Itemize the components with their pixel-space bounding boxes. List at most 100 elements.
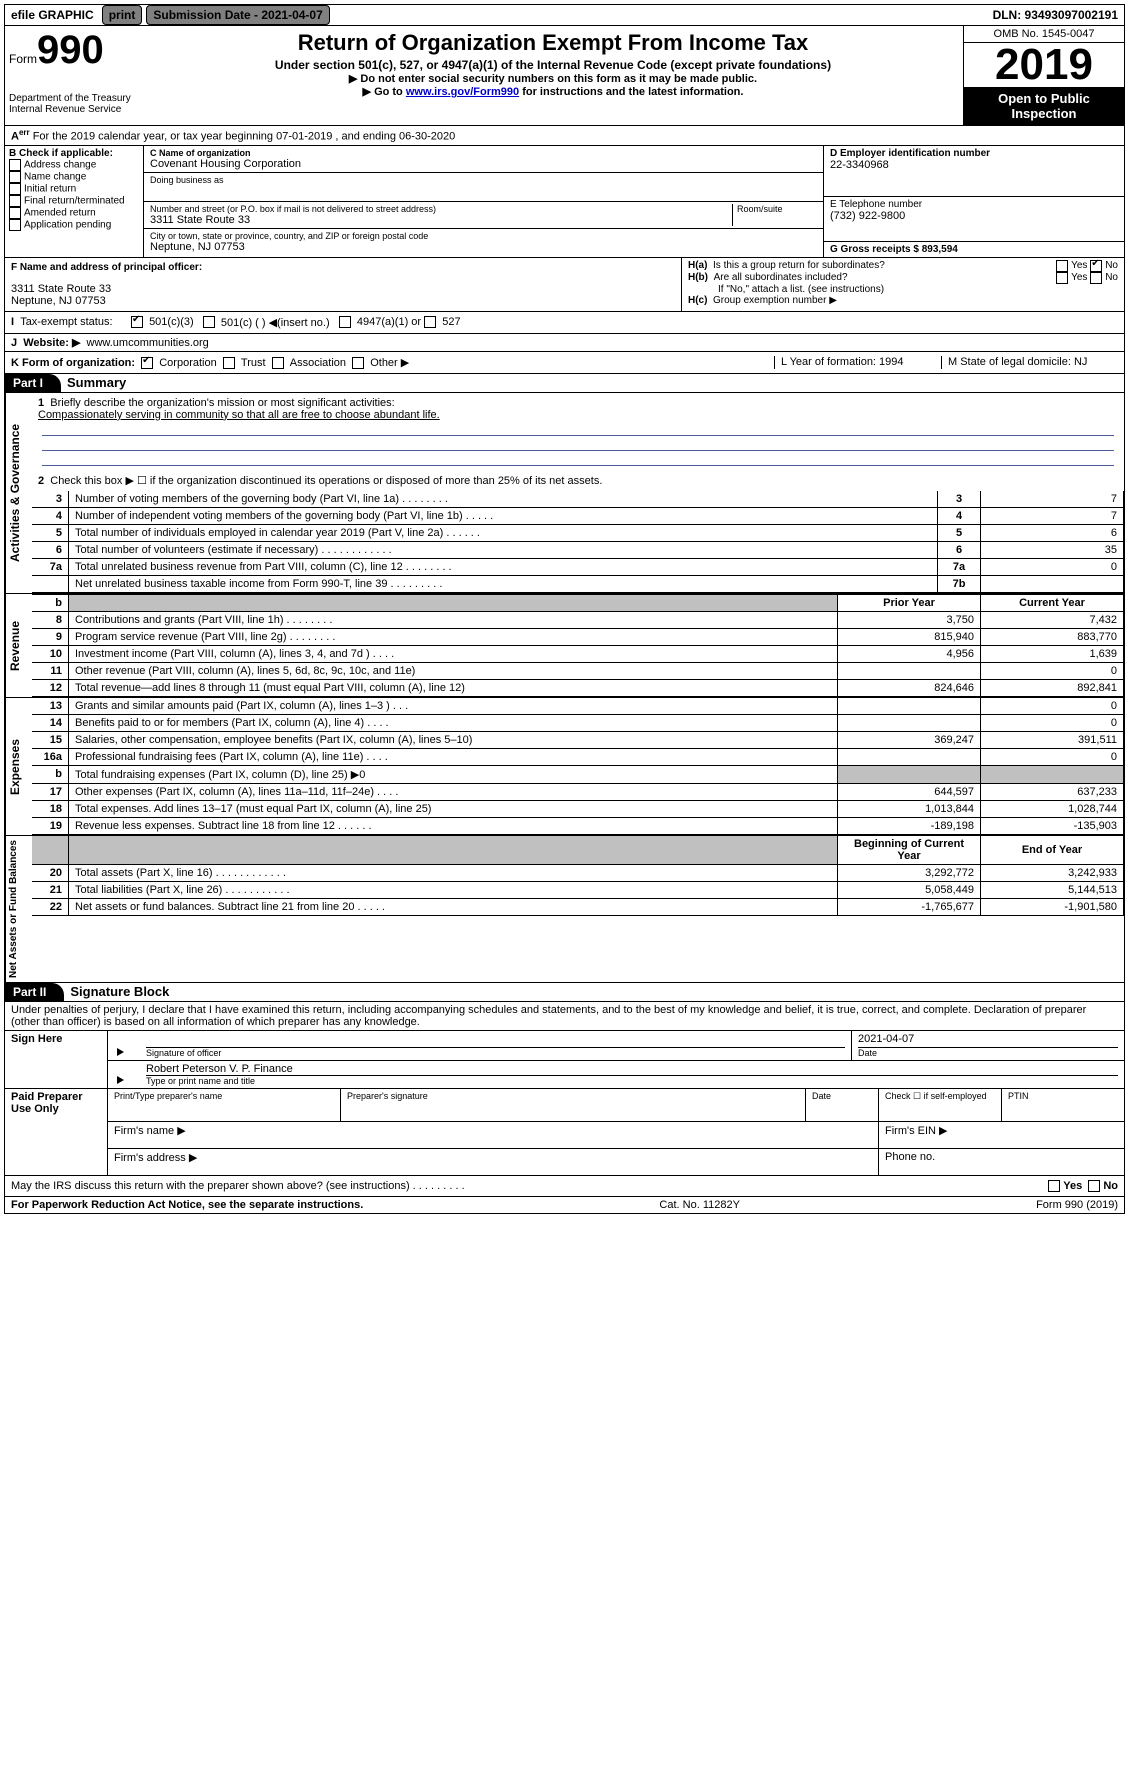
sub3a: ▶ Go to xyxy=(363,86,406,98)
table-row: bTotal fundraising expenses (Part IX, co… xyxy=(32,765,1124,783)
h-a: Is this a group return for subordinates? xyxy=(713,260,1056,271)
net-section: Net Assets or Fund Balances Beginning of… xyxy=(4,836,1125,983)
box-f-label: F Name and address of principal officer: xyxy=(11,262,675,273)
room-label: Room/suite xyxy=(737,204,817,214)
addr: 3311 State Route 33 xyxy=(150,214,732,226)
subtitle2: ▶ Do not enter social security numbers o… xyxy=(147,72,959,85)
line-j: J Website: ▶ www.umcommunities.org xyxy=(4,334,1125,352)
i-label: Tax-exempt status: xyxy=(20,316,112,328)
part1-tag: Part I xyxy=(5,374,61,392)
vert-revenue: Revenue xyxy=(5,594,32,697)
i-o3: 4947(a)(1) or xyxy=(357,316,421,329)
cb-pending: Application pending xyxy=(24,219,111,230)
officer-addr1: 3311 State Route 33 xyxy=(11,283,675,295)
sub3b: for instructions and the latest informat… xyxy=(519,86,743,98)
city: Neptune, NJ 07753 xyxy=(150,241,817,253)
firm-name: Firm's name ▶ xyxy=(108,1121,879,1148)
prep-h3: Date xyxy=(806,1089,879,1122)
foot-r: Form 990 (2019) xyxy=(1036,1199,1118,1211)
gov-table: 3Number of voting members of the governi… xyxy=(32,491,1124,593)
box-g: G Gross receipts $ 893,594 xyxy=(830,244,1118,255)
efile-label: efile GRAPHIC xyxy=(5,6,100,24)
line-a-text: For the 2019 calendar year, or tax year … xyxy=(33,131,456,143)
topbar: efile GRAPHIC print Submission Date - 20… xyxy=(4,4,1125,26)
box-c-label: C Name of organization xyxy=(150,148,817,158)
table-row: 17Other expenses (Part IX, column (A), l… xyxy=(32,783,1124,800)
yes-label: Yes xyxy=(1071,260,1087,271)
line-klm: K Form of organization: Corporation Trus… xyxy=(4,352,1125,374)
no-label: No xyxy=(1105,260,1118,271)
form-title: Return of Organization Exempt From Incom… xyxy=(147,30,959,56)
table-row: 3Number of voting members of the governi… xyxy=(32,491,1124,508)
form-header: Form990 Department of the Treasury Inter… xyxy=(4,26,1125,126)
firm-ein: Firm's EIN ▶ xyxy=(879,1121,1125,1148)
form-number: 990 xyxy=(37,28,104,72)
part2-header: Part II Signature Block xyxy=(4,983,1125,1002)
sign-date: 2021-04-07 xyxy=(858,1033,1118,1048)
org-name: Covenant Housing Corporation xyxy=(150,158,817,170)
h-note: If "No," attach a list. (see instruction… xyxy=(688,284,1118,295)
table-row: 21Total liabilities (Part X, line 26) . … xyxy=(32,881,1124,898)
website: www.umcommunities.org xyxy=(87,337,209,349)
vert-activities: Activities & Governance xyxy=(5,393,32,593)
rev-table: b Prior Year Current Year 8Contributions… xyxy=(32,594,1124,697)
py-head: Prior Year xyxy=(838,594,981,611)
table-row: 12Total revenue—add lines 8 through 11 (… xyxy=(32,679,1124,696)
line2: Check this box ▶ ☐ if the organization d… xyxy=(50,475,602,487)
addr-label: Number and street (or P.O. box if mail i… xyxy=(150,204,732,214)
sign-here: Sign Here xyxy=(5,1031,108,1089)
name-label: Type or print name and title xyxy=(146,1076,1118,1086)
ey-head: End of Year xyxy=(981,836,1124,865)
part1-title: Summary xyxy=(61,375,126,390)
submission-date: Submission Date - 2021-04-07 xyxy=(146,5,329,25)
foot-l: For Paperwork Reduction Act Notice, see … xyxy=(11,1199,363,1211)
line1-label: Briefly describe the organization's miss… xyxy=(50,397,394,409)
table-row: 20Total assets (Part X, line 16) . . . .… xyxy=(32,864,1124,881)
form990-link[interactable]: www.irs.gov/Form990 xyxy=(406,86,519,98)
table-row: 22Net assets or fund balances. Subtract … xyxy=(32,898,1124,915)
j-label: Website: ▶ xyxy=(23,337,80,349)
table-row: 6Total number of volunteers (estimate if… xyxy=(32,541,1124,558)
discuss-no: No xyxy=(1103,1180,1118,1192)
sign-here-block: Sign Here Signature of officer 2021-04-0… xyxy=(4,1031,1125,1089)
cb-amended: Amended return xyxy=(24,207,96,218)
officer-group: F Name and address of principal officer:… xyxy=(4,258,1125,312)
print-button[interactable]: print xyxy=(102,5,143,25)
k-o2: Trust xyxy=(241,357,266,369)
table-row: 18Total expenses. Add lines 13–17 (must … xyxy=(32,800,1124,817)
k-o1: Corporation xyxy=(159,357,216,369)
activities-section: Activities & Governance 1 Briefly descri… xyxy=(4,393,1125,594)
open-public: Open to Public Inspection xyxy=(964,87,1124,125)
prep-h5: PTIN xyxy=(1002,1089,1125,1122)
table-row: 4Number of independent voting members of… xyxy=(32,507,1124,524)
dln: DLN: 93493097002191 xyxy=(987,6,1124,24)
box-d-label: D Employer identification number xyxy=(830,148,1118,159)
table-row: 14Benefits paid to or for members (Part … xyxy=(32,714,1124,731)
firm-phone: Phone no. xyxy=(879,1148,1125,1175)
box-e-label: E Telephone number xyxy=(830,199,1118,210)
dept2: Internal Revenue Service xyxy=(9,104,139,115)
officer-addr2: Neptune, NJ 07753 xyxy=(11,295,675,307)
net-table: Beginning of Current Year End of Year 20… xyxy=(32,836,1124,916)
discuss-yes: Yes xyxy=(1063,1180,1082,1192)
yes-label2: Yes xyxy=(1071,272,1087,283)
line-i: I Tax-exempt status: 501(c)(3) 501(c) ( … xyxy=(4,312,1125,334)
firm-addr: Firm's address ▶ xyxy=(108,1148,879,1175)
paid-preparer-block: Paid Preparer Use Only Print/Type prepar… xyxy=(4,1089,1125,1176)
sig-text: Under penalties of perjury, I declare th… xyxy=(4,1002,1125,1031)
name-arrow-icon xyxy=(117,1076,124,1084)
i-o1: 501(c)(3) xyxy=(149,316,194,329)
line-l: L Year of formation: 1994 xyxy=(774,356,941,369)
expenses-section: Expenses 13Grants and similar amounts pa… xyxy=(4,698,1125,836)
prep-h4: Check ☐ if self-employed xyxy=(879,1089,1002,1122)
by-head: Beginning of Current Year xyxy=(838,836,981,865)
cb-addr: Address change xyxy=(24,159,96,170)
i-o4: 527 xyxy=(442,316,460,329)
discuss-line: May the IRS discuss this return with the… xyxy=(4,1176,1125,1197)
ein: 22-3340968 xyxy=(830,159,1118,171)
exp-table: 13Grants and similar amounts paid (Part … xyxy=(32,698,1124,835)
revenue-section: Revenue b Prior Year Current Year 8Contr… xyxy=(4,594,1125,698)
i-o2: 501(c) ( ) ◀(insert no.) xyxy=(221,316,330,329)
part2-title: Signature Block xyxy=(64,984,169,999)
sign-arrow-icon xyxy=(117,1048,124,1056)
